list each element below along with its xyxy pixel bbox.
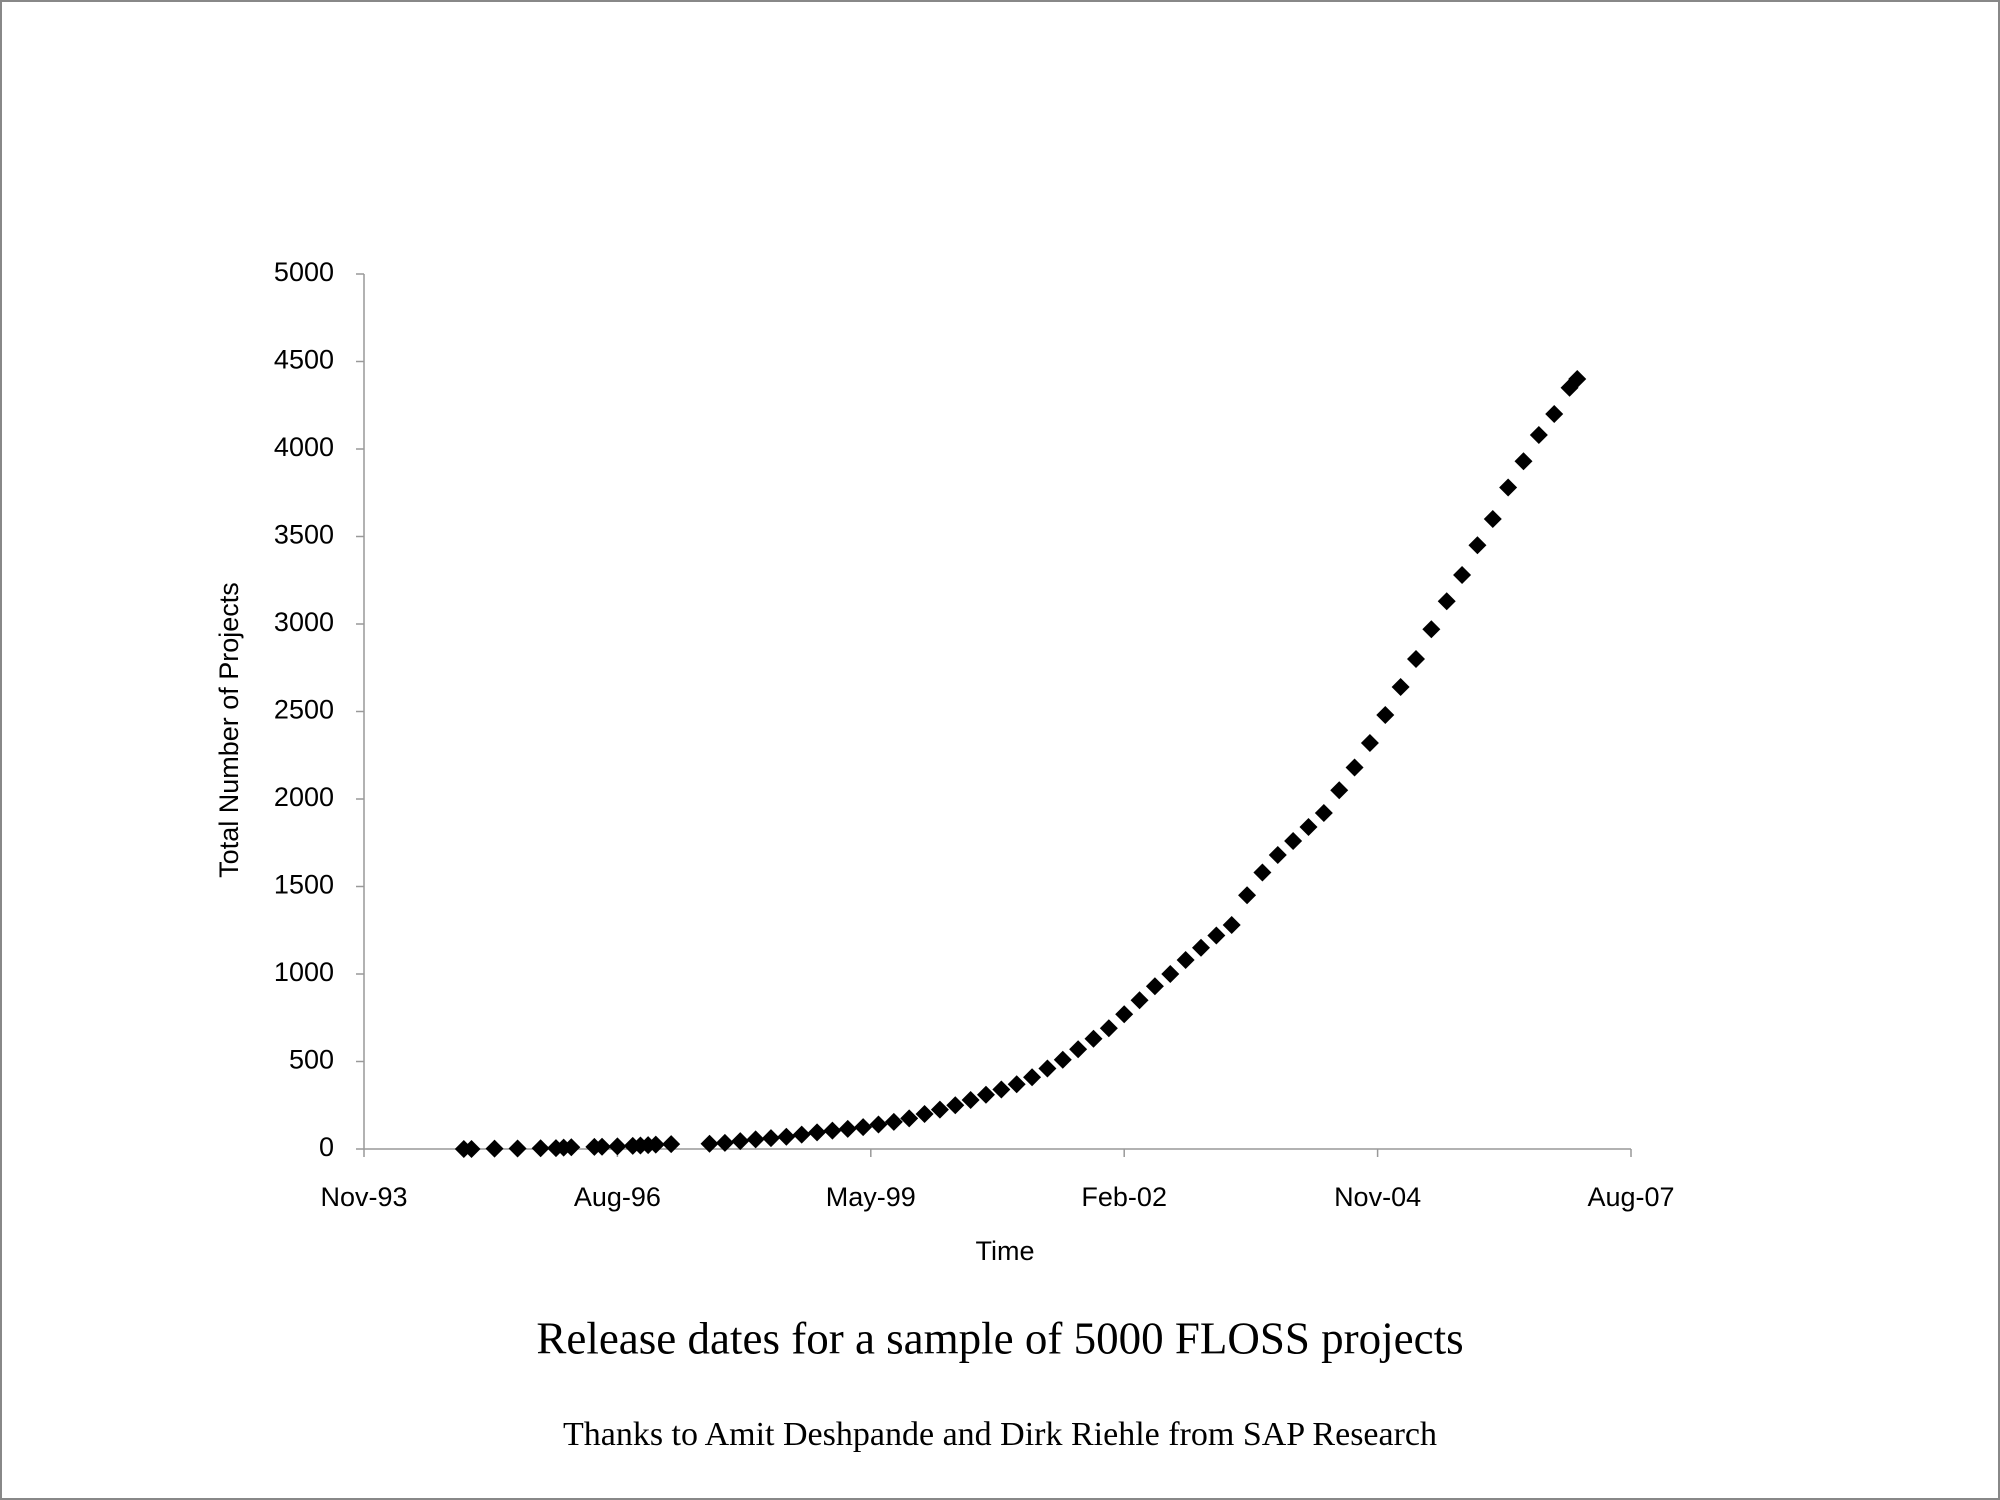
point [1268, 846, 1287, 864]
point [1130, 991, 1149, 1010]
point [715, 1133, 734, 1152]
y-tick-label: 3500 [274, 520, 334, 550]
point [869, 1115, 888, 1134]
point [1437, 592, 1456, 611]
point [1314, 804, 1333, 822]
point [1330, 781, 1349, 800]
y-tick-label: 3000 [274, 607, 334, 637]
point [1422, 620, 1441, 639]
point [777, 1127, 796, 1146]
point [1545, 405, 1564, 423]
point [961, 1091, 980, 1109]
point [1568, 370, 1587, 388]
point [1161, 965, 1180, 983]
x-tick-label: Nov-93 [320, 1182, 407, 1212]
point [1099, 1019, 1118, 1038]
y-tick-label: 2500 [274, 695, 334, 725]
point [1115, 1005, 1134, 1024]
point [1069, 1040, 1088, 1059]
point [838, 1119, 857, 1138]
point [1084, 1029, 1103, 1048]
y-tick-label: 500 [289, 1045, 334, 1075]
point [761, 1129, 780, 1148]
point [1391, 678, 1410, 696]
y-tick-label: 4000 [274, 432, 334, 462]
point [531, 1139, 550, 1158]
chart-title: Release dates for a sample of 5000 FLOSS… [536, 1313, 1463, 1363]
point [608, 1137, 627, 1156]
point [1176, 951, 1195, 969]
point [1145, 977, 1164, 996]
point [1360, 734, 1379, 752]
point [823, 1121, 842, 1140]
point [900, 1109, 919, 1128]
point [485, 1139, 504, 1158]
point [1499, 478, 1518, 497]
y-tick-label: 5000 [274, 257, 334, 287]
point [462, 1140, 481, 1158]
point [1345, 758, 1364, 777]
point [1253, 863, 1272, 882]
x-axis-label: Time [976, 1236, 1035, 1266]
point [1453, 566, 1472, 584]
point [746, 1130, 765, 1149]
x-tick-label: Aug-07 [1587, 1182, 1674, 1212]
point [884, 1112, 903, 1131]
point [1284, 832, 1303, 850]
point [1053, 1050, 1072, 1069]
y-tick-label: 0 [319, 1132, 334, 1162]
chart-subtitle: Thanks to Amit Deshpande and Dirk Riehle… [563, 1416, 1437, 1453]
point [1007, 1075, 1026, 1094]
point [992, 1080, 1011, 1099]
x-tick-label: May-99 [826, 1182, 916, 1212]
x-tick-label: Nov-04 [1334, 1182, 1421, 1212]
point [1299, 818, 1318, 836]
point [1038, 1059, 1057, 1078]
point [854, 1118, 873, 1137]
x-tick-label: Aug-96 [574, 1182, 661, 1212]
y-tick-label: 1500 [274, 870, 334, 900]
point [1483, 510, 1502, 528]
point [1529, 426, 1548, 444]
point [976, 1085, 995, 1104]
y-tick-label: 2000 [274, 782, 334, 812]
point [508, 1139, 527, 1158]
y-tick-label: 4500 [274, 345, 334, 375]
point [731, 1132, 750, 1151]
point [915, 1105, 934, 1123]
point [593, 1137, 612, 1156]
point [1468, 536, 1487, 555]
point [1514, 452, 1533, 471]
point [1023, 1068, 1042, 1087]
y-axis-label: Total Number of Projects [214, 582, 244, 878]
point [1222, 916, 1241, 934]
point [946, 1096, 965, 1115]
x-tick-label: Feb-02 [1081, 1182, 1167, 1212]
point [562, 1138, 581, 1157]
y-tick-label: 1000 [274, 957, 334, 987]
point [808, 1123, 827, 1142]
point [662, 1135, 681, 1154]
point [1238, 886, 1257, 905]
point [930, 1100, 949, 1119]
point [1376, 706, 1395, 724]
point [792, 1125, 811, 1144]
point [1406, 650, 1425, 668]
point [1207, 926, 1226, 945]
point [700, 1134, 719, 1153]
point [646, 1135, 665, 1154]
point [1191, 938, 1210, 957]
